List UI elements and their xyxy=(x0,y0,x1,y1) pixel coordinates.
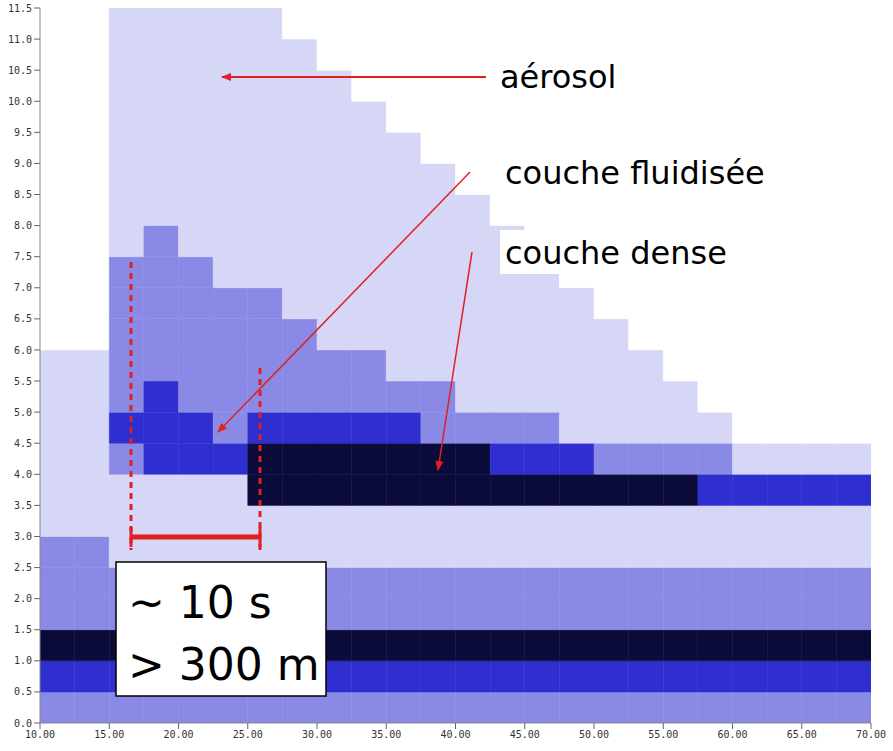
svg-text:40.00: 40.00 xyxy=(440,729,470,740)
svg-text:8.0: 8.0 xyxy=(14,220,32,231)
svg-text:25.00: 25.00 xyxy=(233,729,263,740)
svg-text:couche dense: couche dense xyxy=(505,234,727,272)
svg-text:55.00: 55.00 xyxy=(648,729,678,740)
svg-text:5.0: 5.0 xyxy=(14,407,32,418)
svg-text:aérosol: aérosol xyxy=(500,58,616,96)
svg-text:10.5: 10.5 xyxy=(8,65,32,76)
svg-text:2.0: 2.0 xyxy=(14,593,32,604)
svg-text:4.0: 4.0 xyxy=(14,469,32,480)
svg-text:15.00: 15.00 xyxy=(94,729,124,740)
svg-text:7.0: 7.0 xyxy=(14,282,32,293)
svg-text:1.5: 1.5 xyxy=(14,624,32,635)
svg-text:30.00: 30.00 xyxy=(302,729,332,740)
svg-text:5.5: 5.5 xyxy=(14,376,32,387)
svg-text:~ 10 s: ~ 10 s xyxy=(128,577,272,628)
svg-text:0.0: 0.0 xyxy=(14,718,32,729)
svg-text:2.5: 2.5 xyxy=(14,562,32,573)
svg-text:4.5: 4.5 xyxy=(14,438,32,449)
svg-text:8.5: 8.5 xyxy=(14,189,32,200)
svg-text:9.0: 9.0 xyxy=(14,158,32,169)
svg-text:9.5: 9.5 xyxy=(14,127,32,138)
svg-text:1.0: 1.0 xyxy=(14,655,32,666)
svg-text:7.5: 7.5 xyxy=(14,251,32,262)
svg-text:10.00: 10.00 xyxy=(25,729,55,740)
svg-text:0.5: 0.5 xyxy=(14,686,32,697)
svg-text:60.00: 60.00 xyxy=(717,729,747,740)
svg-text:couche fluidisée: couche fluidisée xyxy=(505,154,765,192)
svg-text:11.0: 11.0 xyxy=(8,34,32,45)
svg-text:45.00: 45.00 xyxy=(510,729,540,740)
svg-text:11.5: 11.5 xyxy=(8,3,32,14)
svg-text:6.5: 6.5 xyxy=(14,313,32,324)
svg-text:20.00: 20.00 xyxy=(163,729,193,740)
svg-text:70.00: 70.00 xyxy=(856,729,886,740)
svg-text:3.5: 3.5 xyxy=(14,500,32,511)
svg-text:> 300 m: > 300 m xyxy=(128,639,320,690)
svg-text:3.0: 3.0 xyxy=(14,531,32,542)
svg-text:35.00: 35.00 xyxy=(371,729,401,740)
svg-text:10.0: 10.0 xyxy=(8,96,32,107)
svg-text:6.0: 6.0 xyxy=(14,345,32,356)
svg-text:50.00: 50.00 xyxy=(579,729,609,740)
svg-text:65.00: 65.00 xyxy=(787,729,817,740)
